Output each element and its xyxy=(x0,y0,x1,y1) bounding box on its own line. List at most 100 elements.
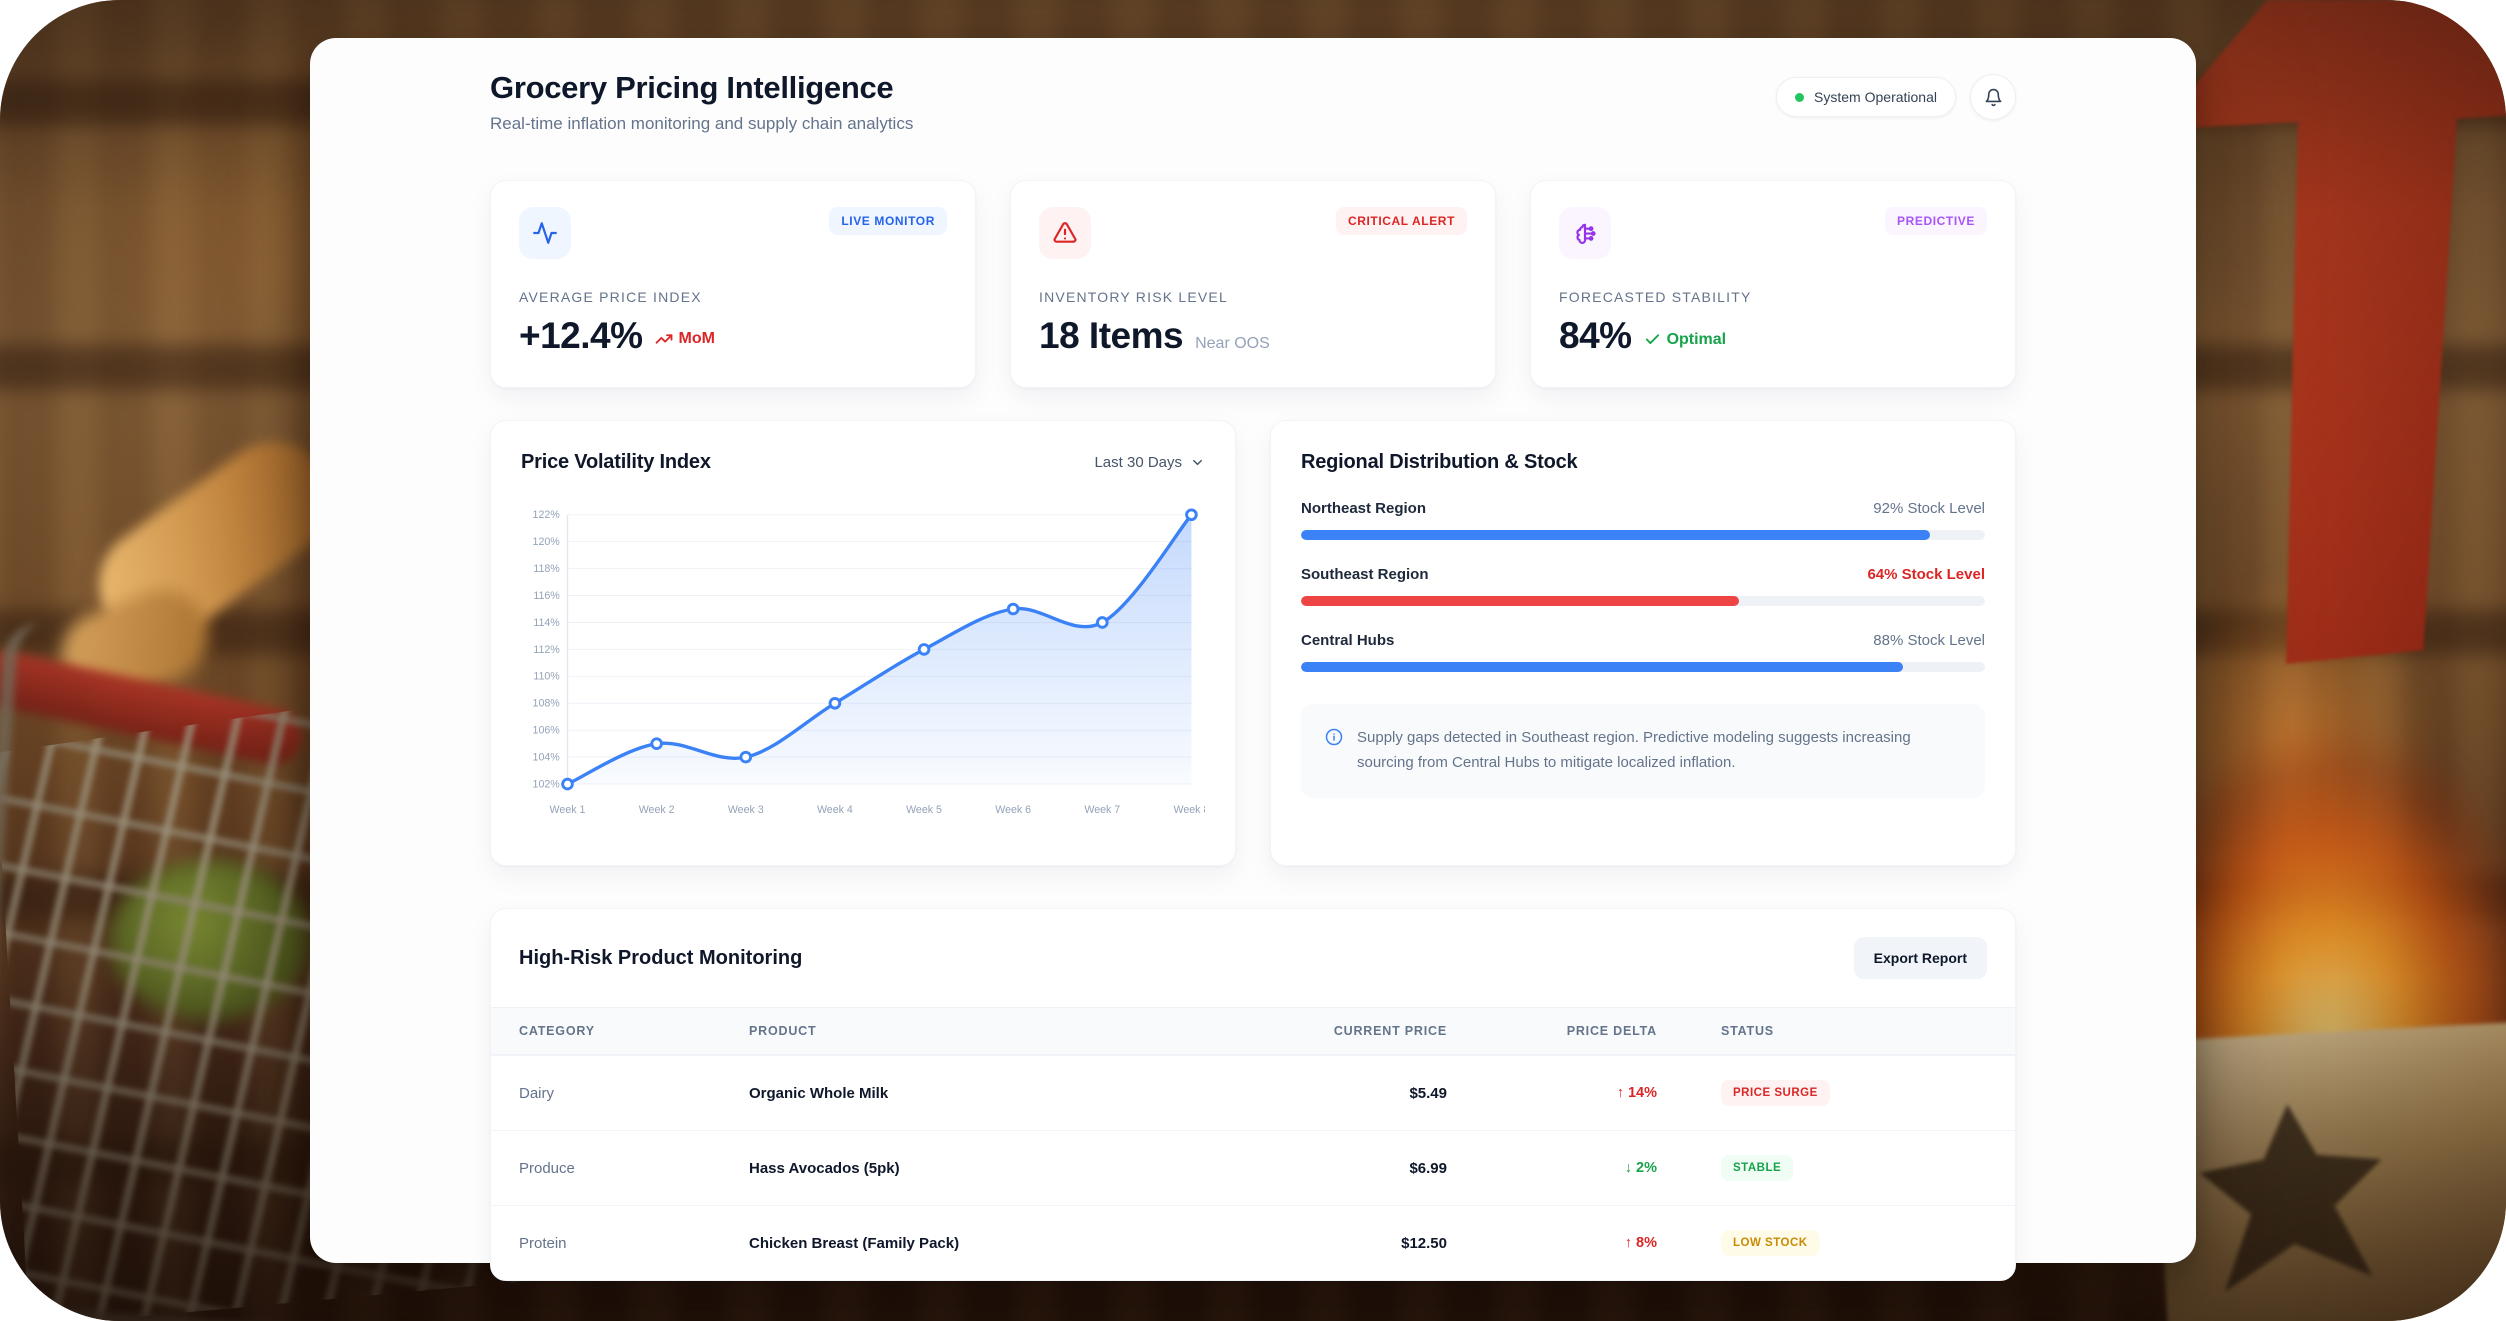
price-delta-cell: ↑ 8% xyxy=(1624,1235,1657,1251)
brain-circuit-icon xyxy=(1559,207,1611,259)
notifications-button[interactable] xyxy=(1970,74,2016,120)
svg-text:118%: 118% xyxy=(533,563,560,575)
stock-level-label: 88% Stock Level xyxy=(1873,632,1985,649)
status-badge: PRICE SURGE xyxy=(1721,1080,1830,1106)
table-row: Dairy Organic Whole Milk $5.49 ↑ 14% PRI… xyxy=(491,1055,2015,1130)
category-cell: Protein xyxy=(519,1234,567,1252)
trending-up-icon xyxy=(655,334,672,344)
chevron-down-icon xyxy=(1193,459,1202,466)
regional-title: Regional Distribution & Stock xyxy=(1301,451,1578,473)
region-name: Central Hubs xyxy=(1301,632,1395,649)
table-row: Produce Hass Avocados (5pk) $6.99 ↓ 2% S… xyxy=(491,1130,2015,1205)
system-status-badge: System Operational xyxy=(1776,77,1956,117)
price-cell: $5.49 xyxy=(1409,1084,1447,1102)
column-product: Product xyxy=(749,1024,817,1038)
price-cell: $12.50 xyxy=(1401,1234,1447,1252)
stat-value: +12.4% xyxy=(519,315,643,356)
svg-text:116%: 116% xyxy=(533,590,560,602)
status-cell: LOW STOCK xyxy=(1657,1230,1987,1256)
region-name: Southeast Region xyxy=(1301,566,1429,583)
stat-cards-row: LIVE MONITOR AVERAGE PRICE INDEX +12.4% … xyxy=(490,180,2016,388)
stock-bar xyxy=(1301,662,1985,672)
status-label: System Operational xyxy=(1814,89,1937,105)
stat-value: 84% xyxy=(1559,315,1632,356)
stat-suffix: Optimal xyxy=(1644,331,1726,349)
svg-text:114%: 114% xyxy=(533,617,560,629)
check-icon xyxy=(1645,334,1659,344)
status-badge: LOW STOCK xyxy=(1721,1230,1820,1256)
stat-label: FORECASTED STABILITY xyxy=(1559,289,1752,305)
arrow-up-icon: ↑ xyxy=(1616,1085,1624,1101)
status-badge: STABLE xyxy=(1721,1155,1794,1181)
price-delta-cell: ↓ 2% xyxy=(1624,1160,1657,1176)
alert-triangle-icon xyxy=(1039,207,1091,259)
svg-text:Week 2: Week 2 xyxy=(639,804,675,816)
region-row-northeast: Northeast Region 92% Stock Level xyxy=(1301,500,1985,540)
stock-level-label: 92% Stock Level xyxy=(1873,500,1985,517)
region-row-southeast: Southeast Region 64% Stock Level xyxy=(1301,566,1985,606)
stat-card-inventory-risk: CRITICAL ALERT INVENTORY RISK LEVEL 18 I… xyxy=(1010,180,1496,388)
svg-text:102%: 102% xyxy=(533,778,561,790)
box-star-mark xyxy=(2192,1099,2392,1309)
chart-title: Price Volatility Index xyxy=(521,451,711,473)
svg-text:Week 7: Week 7 xyxy=(1084,804,1120,816)
stock-bar xyxy=(1301,530,1985,540)
column-price-delta: Price Delta xyxy=(1566,1024,1657,1038)
category-cell: Produce xyxy=(519,1159,575,1177)
cardboard-box-image xyxy=(2152,1021,2506,1321)
page-title: Grocery Pricing Intelligence xyxy=(490,70,894,105)
high-risk-products-card: High-Risk Product Monitoring Export Repo… xyxy=(490,908,2016,1281)
product-cell: Chicken Breast (Family Pack) xyxy=(749,1234,960,1252)
svg-text:106%: 106% xyxy=(533,725,561,737)
column-category: Category xyxy=(519,1024,595,1038)
price-volatility-card: Price Volatility Index Last 30 Days 102%… xyxy=(490,420,1236,866)
stat-label: INVENTORY RISK LEVEL xyxy=(1039,289,1228,305)
svg-text:Week 3: Week 3 xyxy=(728,804,764,816)
svg-text:Week 6: Week 6 xyxy=(995,804,1031,816)
svg-text:Week 1: Week 1 xyxy=(550,804,586,816)
price-delta-cell: ↑ 14% xyxy=(1616,1085,1657,1101)
category-cell: Dairy xyxy=(519,1084,555,1102)
column-status: Status xyxy=(1721,1024,1774,1038)
stat-suffix: MoM xyxy=(655,330,715,348)
region-name: Northeast Region xyxy=(1301,500,1427,517)
page-subtitle: Real-time inflation monitoring and suppl… xyxy=(490,114,914,133)
svg-text:104%: 104% xyxy=(533,752,561,764)
table-header-row: Category Product Current Price Price Del… xyxy=(491,1007,2015,1055)
svg-text:110%: 110% xyxy=(533,671,560,683)
svg-text:120%: 120% xyxy=(533,536,561,548)
svg-text:Week 4: Week 4 xyxy=(817,804,853,816)
stat-suffix: Near OOS xyxy=(1195,335,1270,352)
info-icon xyxy=(1325,728,1343,776)
status-cell: STABLE xyxy=(1657,1155,1987,1181)
regional-distribution-card: Regional Distribution & Stock Northeast … xyxy=(1270,420,2016,866)
arrow-up-icon: ↑ xyxy=(1624,1235,1632,1251)
svg-text:112%: 112% xyxy=(533,644,560,656)
export-report-button[interactable]: Export Report xyxy=(1853,937,1987,979)
stat-card-average-price-index: LIVE MONITOR AVERAGE PRICE INDEX +12.4% … xyxy=(490,180,976,388)
page-header: Grocery Pricing Intelligence Real-time i… xyxy=(490,70,2016,134)
bell-icon xyxy=(1985,88,2001,106)
product-cell: Organic Whole Milk xyxy=(749,1084,889,1102)
supply-gap-note: Supply gaps detected in Southeast region… xyxy=(1301,704,1985,798)
stat-card-forecasted-stability: PREDICTIVE FORECASTED STABILITY 84% Opti… xyxy=(1530,180,2016,388)
stat-value: 18 Items xyxy=(1039,315,1184,356)
product-cell: Hass Avocados (5pk) xyxy=(749,1159,900,1177)
status-dot xyxy=(1795,92,1805,102)
date-range-dropdown[interactable]: Last 30 Days xyxy=(1094,454,1205,471)
price-cell: $6.99 xyxy=(1409,1159,1447,1177)
arrow-down-icon: ↓ xyxy=(1624,1160,1632,1176)
critical-alert-badge: CRITICAL ALERT xyxy=(1335,207,1467,235)
activity-icon xyxy=(519,207,571,259)
dashboard-panel: Grocery Pricing Intelligence Real-time i… xyxy=(310,38,2196,1281)
svg-text:Week 8: Week 8 xyxy=(1173,804,1205,816)
stock-bar xyxy=(1301,596,1985,606)
status-cell: PRICE SURGE xyxy=(1657,1080,1987,1106)
stock-level-label: 64% Stock Level xyxy=(1867,566,1985,583)
live-monitor-badge: LIVE MONITOR xyxy=(829,207,947,235)
region-row-central-hubs: Central Hubs 88% Stock Level xyxy=(1301,632,1985,672)
svg-text:Week 5: Week 5 xyxy=(906,804,942,816)
table-row: Protein Chicken Breast (Family Pack) $12… xyxy=(491,1205,2015,1280)
stat-label: AVERAGE PRICE INDEX xyxy=(519,289,702,305)
note-text: Supply gaps detected in Southeast region… xyxy=(1357,729,1911,771)
